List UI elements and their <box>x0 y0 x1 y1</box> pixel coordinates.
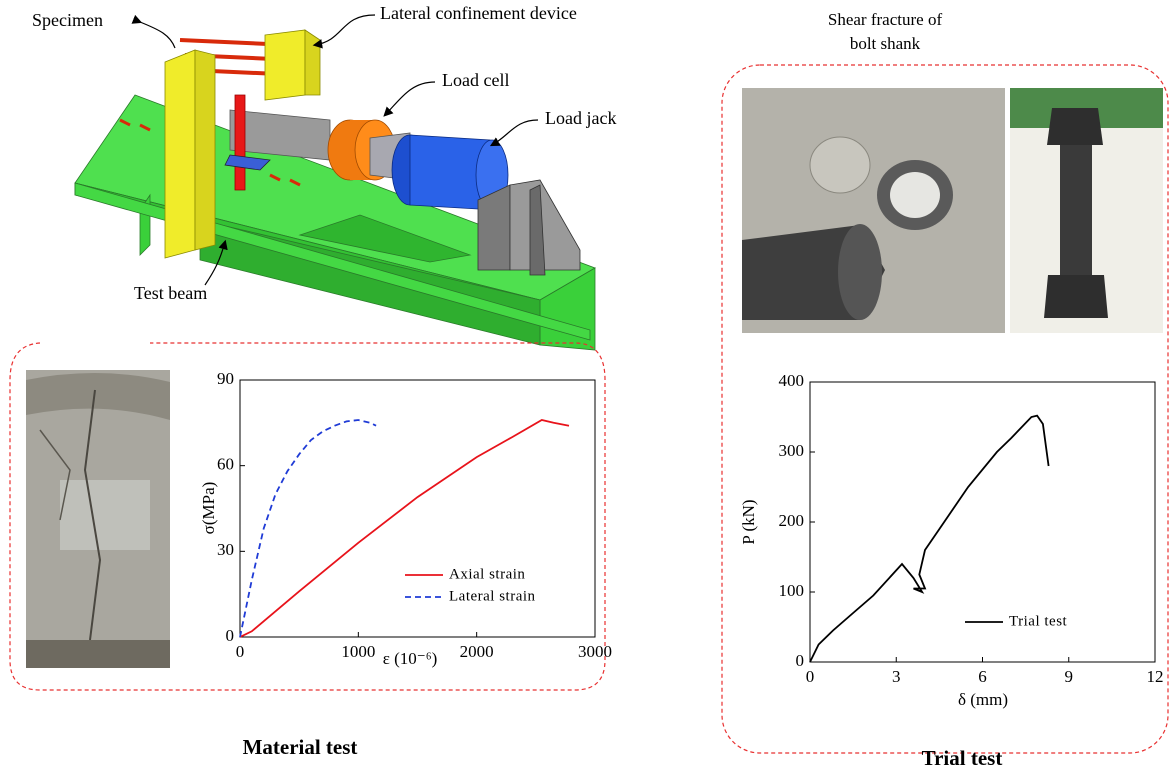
data-line <box>240 420 569 637</box>
y-tick-label: 0 <box>226 626 235 645</box>
plot-frame <box>240 380 595 637</box>
x-tick-label: 12 <box>1147 667 1164 686</box>
legend-label: Trial test <box>1009 613 1068 629</box>
x-axis-label: δ (mm) <box>958 690 1008 709</box>
diagram-label: Specimen <box>32 10 103 30</box>
photo-title: bolt shank <box>850 34 921 53</box>
figure: Specimen Lateral confinement device Load… <box>0 0 1170 775</box>
y-tick-label: 60 <box>217 455 234 474</box>
x-tick-label: 3 <box>892 667 901 686</box>
plot-frame <box>810 382 1155 662</box>
y-tick-label: 200 <box>779 511 805 530</box>
legend-label: Lateral strain <box>449 588 536 604</box>
legend-label: Axial strain <box>449 566 525 582</box>
x-tick-label: 9 <box>1065 667 1074 686</box>
y-tick-label: 30 <box>217 540 234 559</box>
x-tick-label: 3000 <box>578 642 612 661</box>
diagram-label: Test beam <box>134 283 207 303</box>
caption: Material test <box>243 735 358 759</box>
x-tick-label: 1000 <box>341 642 375 661</box>
bolt-photos <box>742 88 1163 333</box>
y-tick-label: 400 <box>779 371 805 390</box>
y-axis-label: σ(MPa) <box>199 482 218 535</box>
y-tick-label: 0 <box>796 651 805 670</box>
x-tick-label: 2000 <box>460 642 494 661</box>
y-tick-label: 90 <box>217 369 234 388</box>
x-tick-label: 0 <box>236 642 245 661</box>
caption: Trial test <box>922 746 1003 770</box>
data-line <box>240 420 376 637</box>
x-tick-label: 6 <box>978 667 987 686</box>
x-axis-label: ε (10⁻⁶) <box>383 649 438 668</box>
y-tick-label: 100 <box>779 581 805 600</box>
y-tick-label: 300 <box>779 441 805 460</box>
diagram-label: Lateral confinement device <box>380 3 577 23</box>
diagram-label: Load jack <box>545 108 616 128</box>
specimen-photo <box>26 370 170 668</box>
x-tick-label: 0 <box>806 667 815 686</box>
photo-title: Shear fracture of <box>828 10 943 29</box>
diagram-label: Load cell <box>442 70 509 90</box>
y-axis-label: P (kN) <box>739 499 758 544</box>
